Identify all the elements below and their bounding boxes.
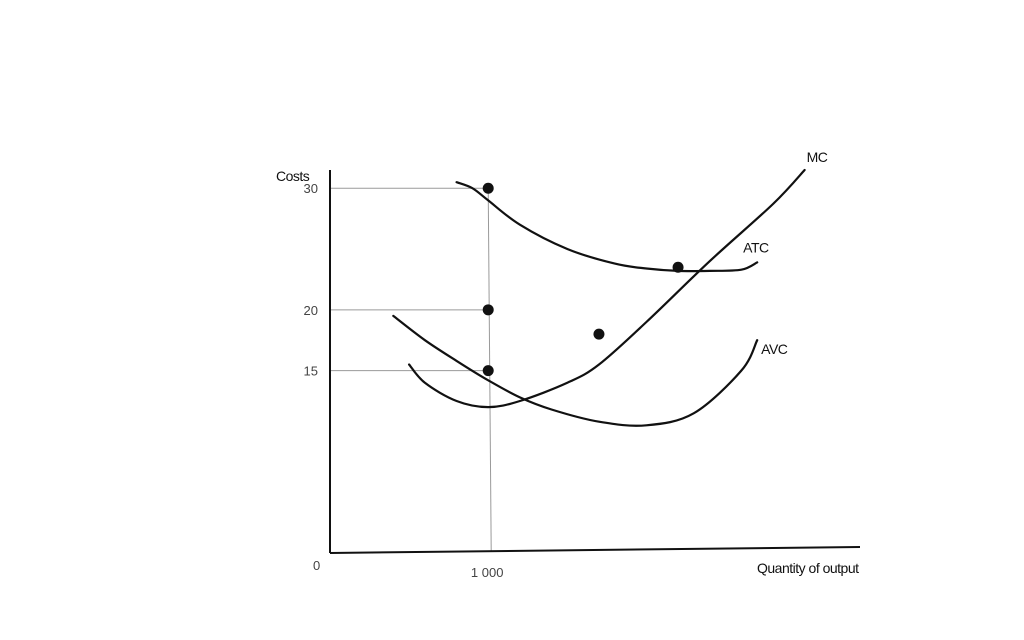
cost-curves bbox=[392, 168, 806, 427]
y-tick-label-15: 15 bbox=[304, 364, 318, 379]
curve-atc bbox=[455, 181, 759, 273]
axes bbox=[329, 170, 861, 554]
series-labels: MC ATC AVC bbox=[743, 149, 828, 357]
point-2 bbox=[482, 304, 494, 316]
x-axis-label: Quantity of output bbox=[757, 560, 859, 576]
curve-mc bbox=[408, 168, 806, 409]
point-1 bbox=[482, 182, 494, 194]
y-axis-label: Costs bbox=[276, 168, 310, 184]
tick-labels: 30 20 15 1 000 bbox=[304, 181, 504, 580]
x-tick-label-1000: 1 000 bbox=[471, 565, 504, 580]
y-tick-label-30: 30 bbox=[304, 181, 318, 196]
intersection-points bbox=[482, 182, 684, 377]
origin-label: 0 bbox=[313, 558, 320, 573]
point-3 bbox=[482, 365, 494, 377]
point-4 bbox=[593, 328, 605, 340]
series-label-mc: MC bbox=[807, 149, 828, 165]
guide-lines bbox=[330, 187, 492, 553]
series-label-avc: AVC bbox=[761, 341, 788, 357]
y-tick-label-20: 20 bbox=[304, 303, 318, 318]
point-5 bbox=[672, 261, 684, 273]
series-label-atc: ATC bbox=[743, 239, 769, 255]
x-axis bbox=[329, 546, 861, 554]
curve-avc bbox=[392, 314, 759, 427]
